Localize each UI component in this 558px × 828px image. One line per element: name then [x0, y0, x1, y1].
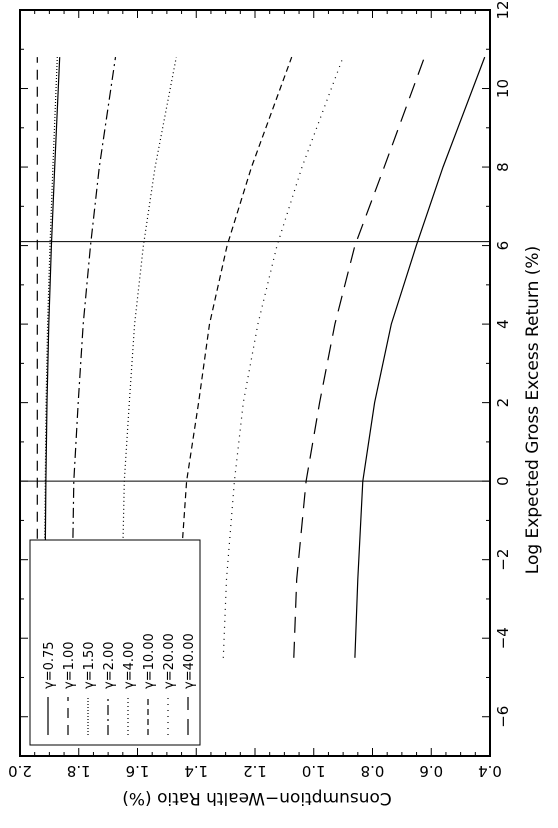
x-tick-label: −4: [494, 627, 512, 649]
x-tick-label: 6: [494, 241, 512, 251]
series-line-8: [354, 56, 486, 658]
legend-label: γ=20.00: [162, 633, 177, 689]
legend-label: γ=4.00: [122, 641, 137, 689]
x-tick-label: −2: [494, 549, 512, 571]
y-tick-label: 2.0: [8, 762, 32, 780]
x-axis-title: Log Expected Gross Excess Return (%): [523, 246, 543, 574]
y-tick-label: 1.4: [184, 762, 208, 780]
y-tick-label: 1.8: [67, 762, 91, 780]
y-tick-label: 1.6: [126, 762, 150, 780]
y-axis-title: Consumption−Wealth Ratio (%): [122, 788, 392, 808]
legend-label: γ=40.00: [182, 633, 197, 689]
y-tick-label: 1.2: [243, 762, 267, 780]
legend-label: γ=0.75: [42, 641, 57, 689]
x-tick-label: 2: [494, 398, 512, 408]
series-line-2: [43, 57, 58, 658]
x-tick-label: 8: [494, 162, 512, 172]
y-tick-label: 0.6: [419, 762, 443, 780]
legend-label: γ=1.50: [82, 641, 97, 689]
x-tick-label: 0: [494, 476, 512, 486]
series-line-7: [293, 56, 426, 658]
legend-label: γ=2.00: [102, 641, 117, 689]
x-tick-label: 10: [494, 79, 512, 98]
y-tick-label: 0.8: [361, 762, 385, 780]
ticks-layer: −6 −4 −2 0 2 4 6 8 10 12 0.4 0.6 0.8 1.0 1.2 1.4 1.6 1.8 2…: [8, 0, 512, 780]
x-tick-label: 4: [494, 319, 512, 329]
legend-label: γ=10.00: [142, 633, 157, 689]
y-tick-label: 1.0: [302, 762, 326, 780]
y-tick-label: 0.4: [478, 762, 502, 780]
legend-box: [29, 539, 201, 746]
legend-label: γ=1.00: [62, 641, 77, 689]
x-tick-label: −6: [494, 706, 512, 728]
legend: γ=0.75 γ=1.00 γ=1.50 γ=2.00 γ=4.00 γ=10.00 γ=2…: [29, 539, 201, 746]
x-tick-label: 12: [494, 0, 512, 19]
